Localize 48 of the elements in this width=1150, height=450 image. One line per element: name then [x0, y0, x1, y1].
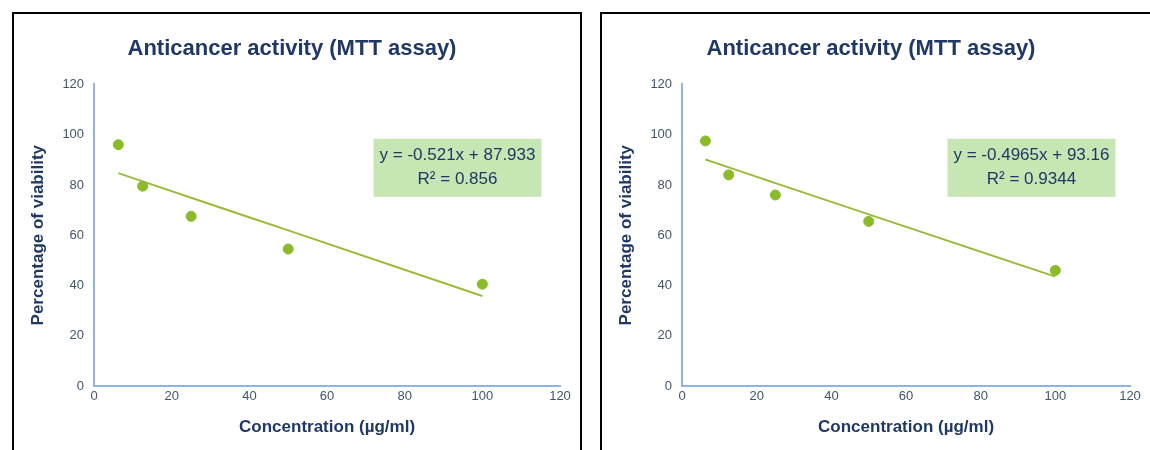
- y-tick-label: 80: [69, 176, 85, 192]
- x-tick-label: 0: [678, 388, 686, 404]
- y-tick-label: 80: [657, 176, 673, 192]
- y-tick-label: 0: [76, 377, 85, 393]
- point: [863, 215, 875, 227]
- x-tick-label: 0: [90, 388, 98, 404]
- x-axis-title: Concentration (µg/ml): [818, 417, 995, 437]
- y-axis-title: Percentage of viability: [27, 144, 47, 326]
- annotation: R² = 0.856: [417, 169, 498, 189]
- y-tick-label: 0: [664, 377, 673, 393]
- y-tick-label: 100: [62, 126, 85, 142]
- point: [112, 139, 124, 151]
- chart-title: Anticancer activity (MTT assay): [706, 35, 1036, 61]
- y-tick-label: 20: [657, 327, 673, 343]
- point: [185, 210, 197, 222]
- annotation: y = -0.521x + 87.933: [379, 145, 536, 165]
- x-tick-label: 20: [164, 388, 179, 404]
- y-tick-label: 120: [650, 75, 673, 91]
- point: [476, 278, 488, 290]
- x-tick-label: 100: [471, 388, 494, 404]
- x-tick-label: 120: [1119, 388, 1141, 404]
- x-tick-label: 80: [397, 388, 412, 404]
- x-tick-label: 40: [242, 388, 257, 404]
- chart-title: Anticancer activity (MTT assay): [127, 35, 457, 61]
- y-tick-label: 120: [62, 75, 85, 91]
- x-tick-label: 20: [749, 388, 764, 404]
- annotation: R² = 0.9344: [986, 169, 1077, 189]
- y-tick-label: 20: [69, 327, 85, 343]
- x-tick-label: 40: [824, 388, 839, 404]
- point: [769, 189, 781, 201]
- annotation: y = -0.4965x + 93.16: [953, 145, 1110, 165]
- y-axis-title: Percentage of viability: [615, 144, 635, 326]
- x-tick-label: 100: [1044, 388, 1067, 404]
- x-tick-label: 80: [973, 388, 988, 404]
- point: [723, 169, 735, 181]
- x-tick-label: 120: [549, 388, 571, 404]
- y-tick-label: 100: [650, 126, 673, 142]
- point: [1049, 264, 1061, 276]
- y-tick-label: 60: [69, 226, 85, 242]
- point: [282, 243, 294, 255]
- y-tick-label: 40: [657, 277, 673, 293]
- point: [137, 180, 149, 192]
- point: [699, 135, 711, 147]
- x-tick-label: 60: [319, 388, 335, 404]
- y-tick-label: 60: [657, 226, 673, 242]
- x-axis-title: Concentration (µg/ml): [239, 417, 416, 437]
- x-tick-label: 60: [898, 388, 914, 404]
- y-tick-label: 40: [69, 277, 85, 293]
